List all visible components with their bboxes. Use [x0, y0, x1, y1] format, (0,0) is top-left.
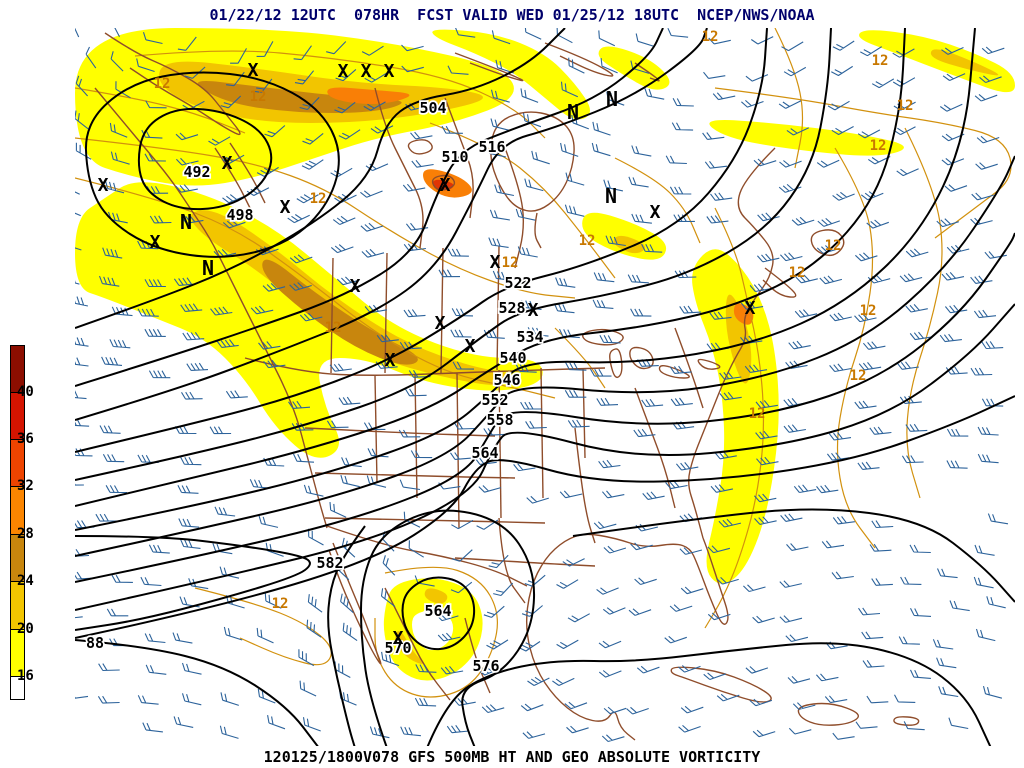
vort-max-x-mark: X: [98, 175, 109, 196]
vort-min-n-mark: N: [202, 256, 214, 280]
height-contour-label: 534: [516, 328, 543, 346]
height-contour-labels: 492 498 504 510 516 522 528 534 540 546 552 558 564 5…: [84, 97, 545, 677]
weather-map-canvas: 492 498 504 510 516 522 528 534 540 546 552 558 564 5…: [75, 28, 1015, 746]
height-contour-label: 564: [471, 444, 498, 462]
vort-max-x-mark: X: [490, 252, 501, 273]
vort-min-n-mark: N: [180, 210, 192, 234]
vort-max-x-mark: X: [385, 350, 396, 371]
height-contour-label: 498: [226, 206, 253, 224]
colorbar-tick-label: 32: [17, 478, 34, 494]
colorbar-band: [10, 676, 25, 700]
vorticity-value-label: 12: [850, 368, 867, 384]
vorticity-value-label: 12: [250, 89, 267, 105]
vort-max-x-mark: X: [440, 175, 451, 196]
vort-min-n-mark: N: [567, 100, 579, 124]
vorticity-value-label: 12: [789, 265, 806, 281]
vorticity-value-label: 12: [749, 406, 766, 422]
vorticity-value-label: 12: [154, 76, 171, 92]
vort-min-n-mark: N: [606, 87, 618, 111]
geography-layer: [94, 32, 920, 741]
height-contour-layer: [75, 28, 1015, 746]
height-contour-label: 558: [486, 411, 513, 429]
colorbar-tick-label: 36: [17, 431, 34, 447]
height-contour-label: 540: [499, 349, 526, 367]
vorticity-value-label: 12: [579, 233, 596, 249]
wind-barb-layer: [75, 28, 1009, 743]
vorticity-value-label: 12: [325, 320, 342, 336]
vorticity-value-label: 12: [860, 303, 877, 319]
vorticity-value-labels: 12 12 12 12 12 12 12 12 12 12 12 12 12 12 12 12: [154, 29, 914, 612]
vorticity-value-label: 12: [897, 98, 914, 114]
colorbar-tick-label: 20: [17, 621, 34, 637]
height-contour-label: 564: [424, 602, 451, 620]
vorticity-value-label: 12: [825, 238, 842, 254]
vorticity-value-label: 12: [310, 191, 327, 207]
vort-max-x-mark: X: [465, 336, 476, 357]
vort-max-x-mark: X: [393, 628, 404, 649]
height-contour-label: 576: [472, 657, 499, 675]
height-contour-label: 504: [419, 99, 446, 117]
height-contour-label: 528: [498, 299, 525, 317]
colorbar-band: [10, 392, 25, 439]
colorbar-band: [10, 345, 25, 392]
height-contour-label: 522: [504, 274, 531, 292]
vorticity-colorbar: [10, 345, 25, 700]
vort-max-x-mark: X: [150, 232, 161, 253]
vorticity-value-label: 12: [870, 138, 887, 154]
vort-max-x-mark: X: [528, 300, 539, 321]
colorbar-band: [10, 486, 25, 534]
vort-max-x-mark: X: [248, 60, 259, 81]
vorticity-value-label: 12: [872, 53, 889, 69]
vorticity-value-label: 12: [502, 255, 519, 271]
vort-max-x-mark: X: [650, 202, 661, 223]
height-contour-label: 552: [481, 391, 508, 409]
height-contour-label: 570: [384, 639, 411, 657]
height-contour-label: 492: [183, 163, 210, 181]
vort-max-x-mark: X: [280, 197, 291, 218]
colorbar-band: [10, 629, 25, 676]
height-contour-label: 88: [86, 634, 104, 652]
map-title: 01/22/12 12UTC 078HR FCST VALID WED 01/2…: [209, 6, 815, 24]
colorbar-tick-label: 28: [17, 526, 34, 542]
vort-max-x-mark: X: [361, 61, 372, 82]
vort-max-x-mark: X: [222, 153, 233, 174]
vort-max-x-mark: X: [338, 61, 349, 82]
vort-max-x-mark: X: [435, 313, 446, 334]
colorbar-band: [10, 581, 25, 629]
colorbar-tick-label: 40: [17, 384, 34, 400]
colorbar-tick-label: 16: [17, 668, 34, 684]
vort-max-x-mark: X: [350, 276, 361, 297]
map-caption: 120125/1800V078 GFS 500MB HT AND GEO ABS…: [263, 748, 761, 766]
vort-min-n-mark: N: [605, 184, 617, 208]
vorticity-value-label: 12: [702, 29, 719, 45]
height-contour-label: 582: [316, 554, 343, 572]
height-contour-label: 516: [478, 138, 505, 156]
vort-max-x-mark: X: [745, 298, 756, 319]
colorbar-band: [10, 534, 25, 581]
height-contour-label: 510: [441, 148, 468, 166]
vorticity-value-label: 12: [272, 596, 289, 612]
colorbar-tick-label: 24: [17, 573, 34, 589]
height-contour-label: 546: [493, 371, 520, 389]
colorbar-band: [10, 439, 25, 486]
vort-max-x-mark: X: [384, 61, 395, 82]
